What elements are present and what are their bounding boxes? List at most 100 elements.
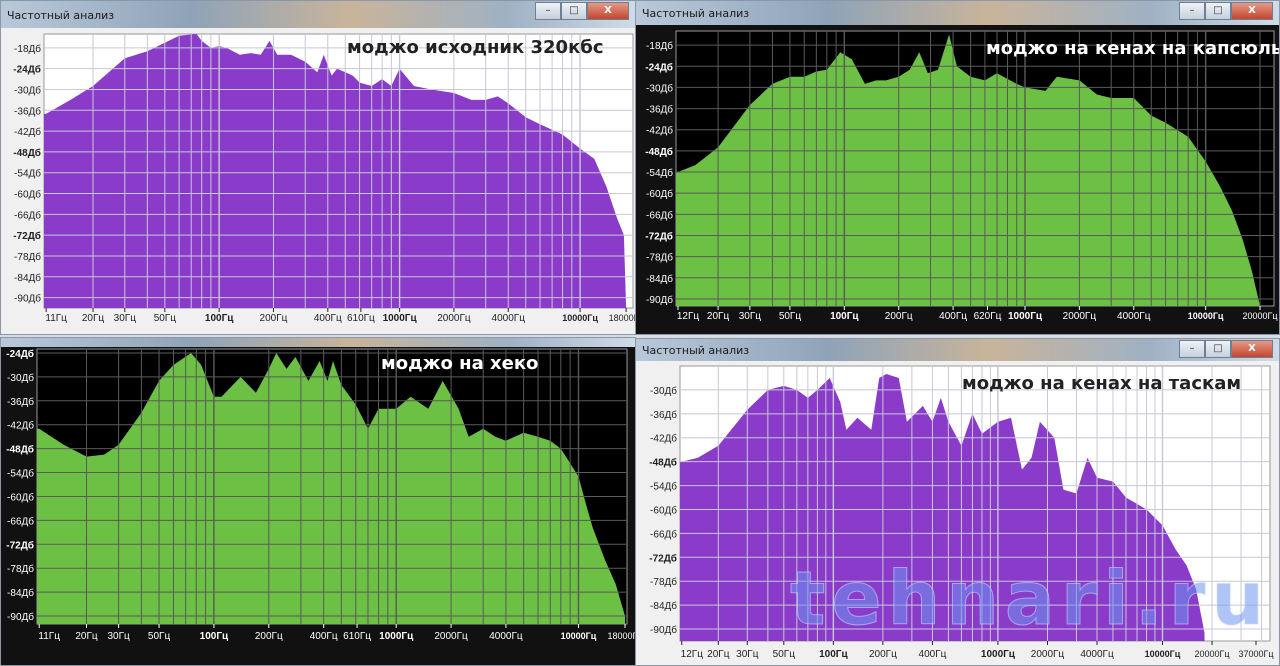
y-tick-label: -24Дб	[13, 64, 41, 76]
y-tick-label: -78Дб	[646, 252, 673, 264]
y-tick-label: -48Дб	[649, 457, 677, 469]
maximize-button[interactable]: □	[1205, 2, 1231, 20]
y-tick-label: -90Дб	[650, 624, 677, 636]
title-bar: Частотный анализ – □ X	[1, 1, 635, 28]
x-tick-label: 1000Гц	[383, 313, 418, 324]
x-tick-label: 610Гц	[347, 313, 375, 324]
y-tick-label: -54Дб	[7, 468, 34, 480]
window-title: Частотный анализ	[7, 9, 115, 22]
y-tick-label: -66Дб	[7, 515, 34, 527]
x-tick-label: 37000Гц	[1238, 649, 1273, 659]
x-tick-label: 30Гц	[736, 649, 759, 660]
x-tick-label: 20Гц	[707, 311, 730, 322]
x-tick-label: 200Гц	[869, 649, 897, 660]
y-tick-label: -84Дб	[7, 587, 34, 599]
minimize-button[interactable]: –	[535, 2, 561, 20]
x-tick-label: 400Гц	[919, 649, 947, 660]
x-tick-label: 11Гц	[45, 313, 67, 324]
x-tick-label: 100Гц	[200, 631, 229, 642]
x-tick-label: 50Гц	[154, 313, 177, 324]
x-tick-label: 20Гц	[75, 631, 98, 642]
y-tick-label: -48Дб	[6, 444, 34, 456]
close-button[interactable]: X	[587, 2, 629, 20]
x-tick-label: 2000Гц	[437, 313, 471, 324]
y-tick-label: -78Дб	[650, 576, 677, 588]
x-tick-label: 4000Гц	[1080, 649, 1114, 660]
y-tick-label: -42Дб	[7, 420, 34, 432]
x-tick-label: 1000Гц	[379, 631, 414, 642]
y-tick-label: -60Дб	[650, 504, 677, 516]
y-tick-label: -66Дб	[650, 528, 677, 540]
spectrum-chart-source: -18Дб -24Дб -30Дб -36Дб -42Дб -48Дб -54Дб -60Дб…	[13, 33, 636, 324]
y-tick-label: -24Дб	[645, 61, 673, 73]
y-tick-label: -36Дб	[650, 409, 677, 421]
y-tick-label: -36Дб	[646, 104, 673, 116]
x-tick-label: 20Гц	[707, 649, 730, 660]
y-tick-label: -72Дб	[6, 539, 34, 551]
minimize-button[interactable]: –	[1179, 340, 1205, 358]
spectrum-area	[44, 34, 627, 308]
x-tick-label: 4000Гц	[489, 631, 523, 642]
spectrum-chart-kens-capsule: -18Дб -24Дб -30Дб -36Дб -42Дб -48Дб -54Дб -60Дб…	[645, 30, 1280, 322]
window-title: Частотный анализ	[642, 344, 750, 357]
y-tick-label: -84Дб	[650, 600, 677, 612]
x-tick-label: 4000Гц	[1117, 311, 1151, 322]
y-tick-label: -72Дб	[13, 230, 41, 242]
x-tick-label: 1000Гц	[1008, 311, 1043, 322]
close-button[interactable]: X	[1231, 2, 1273, 20]
x-tick-label: 4000Гц	[492, 313, 526, 324]
x-tick-label: 30Гц	[107, 631, 130, 642]
maximize-button[interactable]: □	[561, 2, 587, 20]
y-tick-label: -78Дб	[7, 563, 34, 575]
x-tick-label: 100Гц	[830, 311, 859, 322]
y-tick-label: -90Дб	[14, 293, 41, 305]
x-tick-label: 200Гц	[885, 311, 913, 322]
x-tick-label: 400Гц	[310, 631, 338, 642]
x-tick-label: 2000Гц	[1031, 649, 1065, 660]
y-tick-label: -36Дб	[7, 396, 34, 408]
y-tick-label: -30Дб	[650, 385, 677, 397]
y-tick-label: -18Дб	[646, 40, 673, 52]
x-tick-label: 200Гц	[255, 631, 283, 642]
y-tick-label: -42Дб	[646, 125, 673, 137]
y-tick-label: -30Дб	[646, 82, 673, 94]
x-tick-label: 10000Гц	[562, 313, 598, 323]
title-bar: Частотный анализ – □ X	[636, 339, 1279, 361]
window-controls: – □ X	[1179, 340, 1273, 358]
spectrum-area	[680, 374, 1205, 641]
minimize-button[interactable]: –	[1179, 2, 1205, 20]
y-tick-label: -54Дб	[646, 167, 673, 179]
x-tick-label: 12Гц	[681, 649, 704, 660]
spectrum-window-heco: -24Дб -30Дб -36Дб -42Дб -48Дб -54Дб -60Дб -66Дб…	[0, 337, 636, 666]
x-tick-label: 100Гц	[819, 649, 848, 660]
maximize-button[interactable]: □	[1205, 340, 1231, 358]
chart-title: моджо на кенах на капсюль	[986, 38, 1280, 59]
x-tick-label: 2000Гц	[1063, 311, 1097, 322]
spectrum-window-source: Частотный анализ – □ X -18Дб -24Дб -30Дб -3…	[0, 0, 636, 335]
x-tick-label: 20Гц	[82, 313, 105, 324]
spectrum-window-kens-capsule: Частотный анализ – □ X -18Дб -24Дб -30Дб -3…	[635, 0, 1280, 335]
window-controls: – □ X	[535, 2, 629, 20]
y-tick-label: -60Дб	[14, 189, 41, 201]
title-bar: Частотный анализ – □ X	[636, 1, 1279, 25]
x-tick-label: 18000Гц	[609, 313, 636, 323]
y-tick-label: -24Дб	[6, 348, 34, 360]
window-title: Частотный анализ	[642, 7, 750, 20]
spectrum-window-kens-tascam: Частотный анализ – □ X -30Дб -36Дб -42Дб -4…	[635, 338, 1280, 666]
x-tick-label: 18000Гц	[607, 631, 636, 641]
x-tick-label: 10000Гц	[1145, 649, 1181, 659]
x-tick-label: 400Гц	[314, 313, 342, 324]
y-tick-label: -54Дб	[650, 481, 677, 493]
y-tick-label: -60Дб	[7, 491, 34, 503]
y-tick-label: -48Дб	[645, 146, 673, 158]
y-tick-label: -66Дб	[646, 209, 673, 221]
window-controls: – □ X	[1179, 2, 1273, 20]
chart-title: моджо исходник 320кбс	[347, 37, 604, 58]
y-tick-label: -84Дб	[646, 273, 673, 285]
spectrum-area	[676, 34, 1261, 306]
x-tick-label: 10000Гц	[561, 631, 597, 641]
x-tick-label: 1000Гц	[981, 649, 1016, 660]
chart-title: моджо на хеко	[381, 353, 538, 374]
y-tick-label: -78Дб	[14, 251, 41, 263]
close-button[interactable]: X	[1231, 340, 1273, 358]
